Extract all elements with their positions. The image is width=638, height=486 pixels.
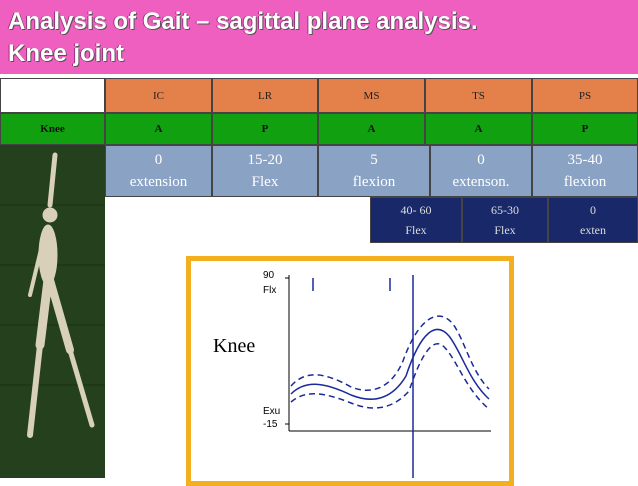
cell-text: A xyxy=(474,123,483,135)
cell-text: flexion xyxy=(563,174,607,190)
axis-label: 90 xyxy=(263,270,275,281)
phase-header: PS xyxy=(532,78,638,113)
graph-label: Knee xyxy=(213,335,255,357)
cell-text: P xyxy=(581,123,589,135)
cell-text: P xyxy=(261,123,269,135)
range-cell: 15-20 Flex xyxy=(212,145,318,197)
knee-angle-graph: Knee 90 Flx Exu -15 xyxy=(213,270,491,478)
header-band xyxy=(0,0,638,74)
cell-text: Flex xyxy=(251,174,279,190)
cell-text: MS xyxy=(363,89,380,102)
action-cell: A xyxy=(318,113,425,145)
cell-text: exten xyxy=(580,223,606,237)
range-cell: 5 flexion xyxy=(318,145,430,197)
phase-header: LR xyxy=(212,78,318,113)
range-cell: 0 extenson. xyxy=(430,145,532,197)
cell-text: 15-20 xyxy=(247,152,283,168)
row-label: Knee xyxy=(0,113,105,145)
corner-cell xyxy=(0,78,105,113)
cell-text: PS xyxy=(578,89,592,102)
cell-text: 65-30 xyxy=(491,203,519,217)
axis-label: Flx xyxy=(263,285,276,296)
cell-text: 35-40 xyxy=(567,152,603,168)
cell-text: 0 xyxy=(154,152,163,168)
cell-text: extenson. xyxy=(452,174,510,190)
swing-range-cell: 65-30 Flex xyxy=(462,197,548,243)
swing-range-cell: 0 exten xyxy=(548,197,638,243)
phase-header: IC xyxy=(105,78,212,113)
action-cell: P xyxy=(212,113,318,145)
cell-text: 40- 60 xyxy=(400,203,432,217)
axis-label: -15 xyxy=(263,419,278,430)
cell-text: Flex xyxy=(494,223,516,237)
phase-header: MS xyxy=(318,78,425,113)
action-cell: P xyxy=(532,113,638,145)
cell-text: A xyxy=(154,123,163,135)
cell-text: LR xyxy=(257,89,273,102)
swing-range-cell: 40- 60 Flex xyxy=(370,197,462,243)
cell-text: 0 xyxy=(477,152,485,168)
walking-figure-image xyxy=(0,145,105,478)
cell-text: Flex xyxy=(405,223,427,237)
cell-text: A xyxy=(367,123,376,135)
cell-text: 5 xyxy=(370,152,378,168)
cell-text: Knee xyxy=(40,123,65,135)
title: Knee joint xyxy=(8,40,125,67)
range-cell: 35-40 flexion xyxy=(532,145,638,197)
cell-text: TS xyxy=(472,89,485,102)
title: Analysis of Gait – sagittal plane analys… xyxy=(8,8,478,35)
action-cell: A xyxy=(105,113,212,145)
range-cell: 0 extension xyxy=(105,145,212,197)
cell-text: flexion xyxy=(352,174,396,190)
cell-text: IC xyxy=(153,89,164,102)
phase-header: TS xyxy=(425,78,532,113)
cell-text: extension xyxy=(129,174,188,190)
cell-text: 0 xyxy=(590,203,596,217)
axis-label: Exu xyxy=(263,406,280,417)
action-cell: A xyxy=(425,113,532,145)
